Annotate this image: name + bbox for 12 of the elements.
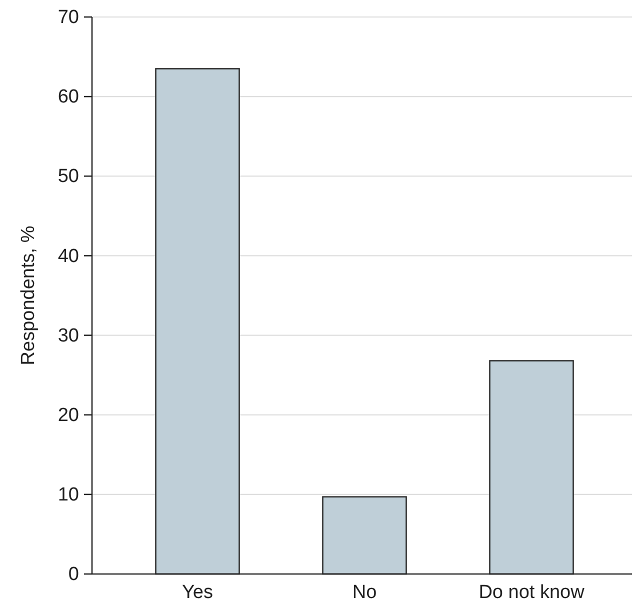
y-tick-label: 40	[58, 246, 79, 267]
y-tick-label: 0	[68, 564, 79, 586]
y-tick-label: 70	[58, 7, 79, 28]
x-tick-label: Yes	[182, 582, 213, 603]
x-tick-label: No	[352, 582, 377, 603]
y-tick-label: 50	[58, 166, 79, 188]
y-tick-label: 60	[58, 86, 79, 108]
y-tick-label: 20	[58, 404, 79, 426]
y-axis-title: Respondents, %	[18, 226, 39, 366]
x-tick-label: Do not know	[478, 582, 585, 603]
y-tick-label: 30	[58, 325, 79, 346]
y-tick-label: 10	[58, 484, 79, 506]
